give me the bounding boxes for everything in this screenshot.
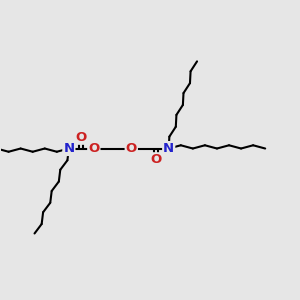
Text: O: O (126, 142, 137, 155)
Text: O: O (151, 153, 162, 166)
Text: O: O (76, 131, 87, 144)
Text: N: N (163, 142, 174, 155)
Text: O: O (88, 142, 99, 155)
Text: N: N (63, 142, 74, 155)
